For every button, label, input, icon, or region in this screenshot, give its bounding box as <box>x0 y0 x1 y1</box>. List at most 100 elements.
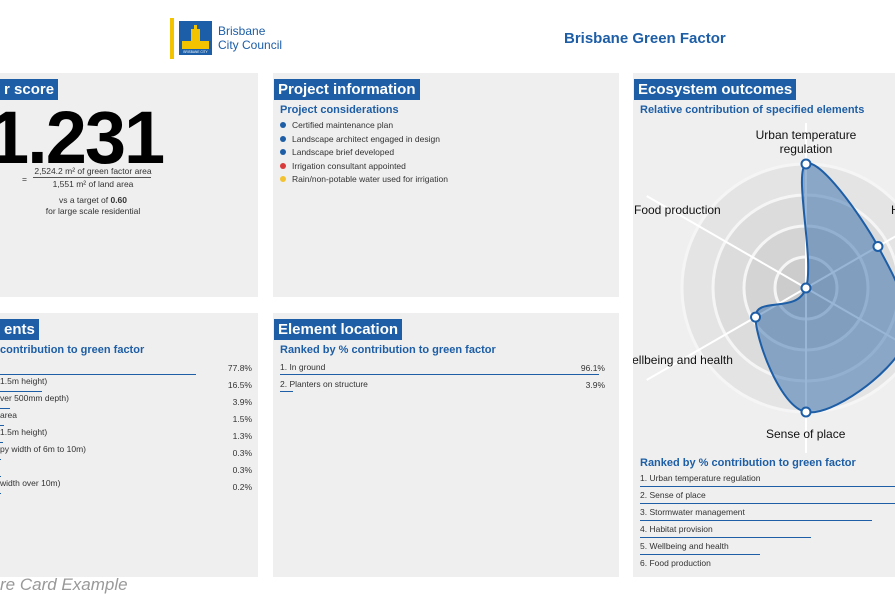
radar-axis <box>805 235 895 289</box>
element-row-pct: 0.3% <box>232 448 252 458</box>
location-row-bar <box>280 391 293 392</box>
ecosystem-ranked-list: 1. Urban temperature regulation 2. Sense … <box>640 472 895 574</box>
ecosystem-row-label: 6. Food production <box>640 558 711 568</box>
consideration-item: Landscape brief developed <box>280 147 394 157</box>
element-row-bar <box>0 374 197 375</box>
element-row-bar <box>0 459 1 460</box>
council-name: Brisbane City Council <box>218 24 282 52</box>
elements-panel: ents contribution to green factor 77.8% 1… <box>0 313 258 577</box>
status-dot-icon <box>280 122 286 128</box>
project-panel: Project information Project consideratio… <box>273 73 619 297</box>
location-row-pct: 96.1% <box>580 363 605 373</box>
target-line: vs a target of 0.60 <box>33 195 153 205</box>
radar-label-food-production: Food production <box>634 203 721 217</box>
element-row-pct: 1.5% <box>232 414 252 424</box>
green-factor-score: 1.231 <box>0 96 165 179</box>
element-row-bar <box>0 476 1 477</box>
ecosystem-row-bar <box>640 537 811 538</box>
ecosystem-row-bar <box>640 503 895 504</box>
element-row-pct: 1.3% <box>232 431 252 441</box>
location-row-bar <box>280 374 600 375</box>
element-row-label: py width of 6m to 10m) <box>0 444 86 454</box>
location-panel: Element location Ranked by % contributio… <box>273 313 619 577</box>
fraction-line <box>33 177 151 178</box>
radar-point <box>800 158 812 170</box>
consideration-label: Certified maintenance plan <box>292 120 394 130</box>
location-row-label: 2. Planters on structure <box>280 379 368 389</box>
element-row-bar <box>0 493 1 494</box>
ecosystem-panel-subtitle: Relative contribution of specified eleme… <box>640 104 865 116</box>
element-row-bar <box>0 408 10 409</box>
radar-point <box>800 282 812 294</box>
ecosystem-row-bar <box>640 486 895 487</box>
equals-sign: = <box>22 174 27 184</box>
elements-panel-title: ents <box>0 319 39 340</box>
element-row-pct: 0.3% <box>232 465 252 475</box>
consideration-item: Certified maintenance plan <box>280 120 393 130</box>
council-name-line1: Brisbane <box>218 24 266 38</box>
element-row-pct: 3.9% <box>232 397 252 407</box>
element-row-pct: 77.8% <box>227 363 252 373</box>
radar-chart <box>646 123 895 453</box>
radar-axis <box>646 195 807 289</box>
element-row-label: 1.5m height) <box>0 376 48 386</box>
consideration-item: Landscape architect engaged in design <box>280 134 440 144</box>
project-panel-subtitle: Project considerations <box>280 104 399 116</box>
status-dot-icon <box>280 176 286 183</box>
ecosystem-row-label: 3. Stormwater management <box>640 507 745 517</box>
element-row-label: area <box>0 410 18 420</box>
consideration-item: Irrigation consultant appointed <box>280 161 406 171</box>
status-dot-icon <box>280 149 286 156</box>
logo-caption: BRISBANE CITY <box>183 50 208 54</box>
radar-label-sense-of-place: Sense of place <box>766 427 846 441</box>
status-dot-icon <box>280 135 286 142</box>
considerations-list: Certified maintenance plan Landscape arch… <box>280 120 610 190</box>
score-panel: r score 1.231 = 2,524.2 m² of green fact… <box>0 73 258 297</box>
status-dot-icon <box>280 162 286 169</box>
consideration-item: Rain/non-potable water used for irrigati… <box>280 174 448 184</box>
council-name-line2: City Council <box>218 38 283 52</box>
radar-label-urban-temperature: Urban temperature regulation <box>755 128 857 156</box>
target-prefix: vs a target of <box>58 195 111 205</box>
app-title: Brisbane Green Factor <box>564 30 726 47</box>
location-row-label: 1. In ground <box>280 362 326 372</box>
radar-label-habitat: H <box>891 203 895 217</box>
consideration-label: Landscape architect engaged in design <box>292 133 440 144</box>
council-crest-icon: BRISBANE CITY <box>179 21 212 55</box>
element-row-bar <box>0 425 4 426</box>
location-panel-subtitle: Ranked by % contribution to green factor <box>280 344 496 356</box>
radar-point <box>872 240 884 252</box>
ecosystem-row-label: 1. Urban temperature regulation <box>640 473 761 483</box>
ecosystem-row-bar <box>640 554 760 555</box>
page-caption: re Card Example <box>0 575 128 594</box>
ecosystem-row-label: 5. Wellbeing and health <box>640 541 729 551</box>
consideration-label: Irrigation consultant appointed <box>292 160 406 171</box>
element-row-pct: 0.2% <box>232 482 252 492</box>
location-row-pct: 3.9% <box>585 380 605 390</box>
consideration-label: Landscape brief developed <box>292 147 395 158</box>
council-logo: BRISBANE CITY Brisbane City Council <box>170 18 300 60</box>
element-row-pct: 16.5% <box>227 380 252 390</box>
elements-panel-subtitle: contribution to green factor <box>0 344 145 356</box>
element-row-bar <box>0 442 4 443</box>
ecosystem-row-label: 2. Sense of place <box>640 490 706 500</box>
radar-label-wellbeing: Wellbeing and health <box>633 353 733 367</box>
radar-axis <box>805 287 895 341</box>
land-area: 1,551 m² of land area <box>52 179 134 189</box>
location-list: 1. In ground 96.1% 2. Planters on structur… <box>280 362 612 402</box>
score-panel-title: r score <box>0 79 59 100</box>
radar-point <box>800 406 812 418</box>
element-row-label: ver 500mm depth) <box>0 393 69 403</box>
green-factor-area: 2,524.2 m² of green factor area <box>34 166 152 176</box>
ecosystem-row-label: 4. Habitat provision <box>640 524 713 534</box>
target-value: 0.60 <box>110 195 128 205</box>
ecosystem-ranked-title: Ranked by % contribution to green factor <box>640 457 856 469</box>
element-row-label: 1.5m height) <box>0 427 48 437</box>
element-row-bar <box>0 391 42 392</box>
ecosystem-panel: Ecosystem outcomes Relative contribution… <box>633 73 895 577</box>
elements-list: 77.8% 1.5m height) 16.5% ver 500mm depth) 3.… <box>0 362 258 502</box>
element-row-label: width over 10m) <box>0 478 61 488</box>
radar-point <box>750 311 762 323</box>
ecosystem-panel-title: Ecosystem outcomes <box>634 79 797 100</box>
target-description: for large scale residential <box>45 206 141 216</box>
